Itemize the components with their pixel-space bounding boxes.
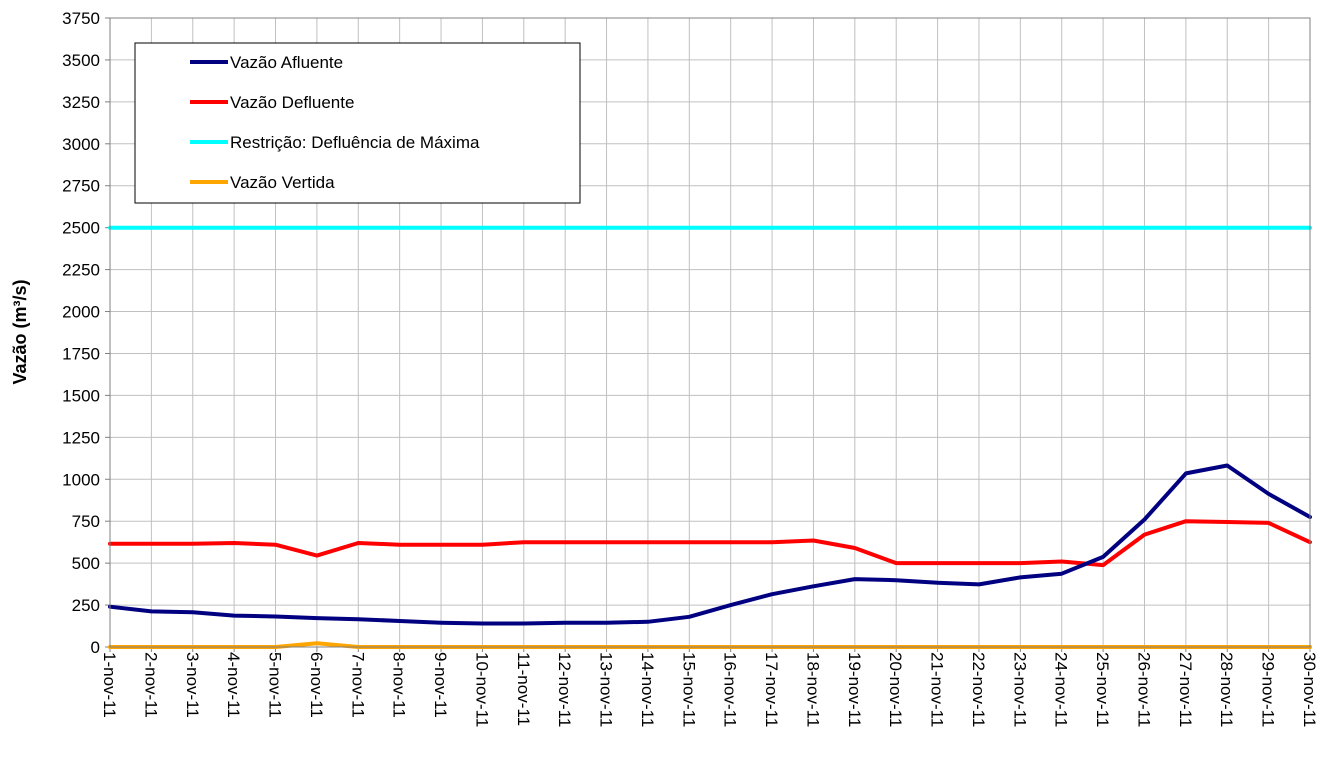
- y-tick-label: 500: [72, 554, 100, 573]
- y-axis-ticks: 0 250 500 750 1000 1250 1500 1750 2000 2250 2500 27…: [62, 9, 110, 657]
- x-tick-label: 14-nov-11: [638, 652, 657, 727]
- y-tick-label: 2250: [62, 261, 100, 280]
- y-tick-label: 3500: [62, 51, 100, 70]
- series-line-vertida: [108, 641, 1312, 649]
- plot-frame: [109, 17, 1311, 648]
- legend-box: [134, 42, 581, 204]
- y-tick-label: 2500: [62, 219, 100, 238]
- y-tick-label: 1250: [62, 428, 100, 447]
- x-tick-label: 7-nov-11: [348, 652, 367, 718]
- y-tick-label: 3250: [62, 93, 100, 112]
- x-tick-label: 4-nov-11: [224, 652, 243, 718]
- x-tick-label: 15-nov-11: [679, 652, 698, 727]
- x-tick-label: 3-nov-11: [183, 652, 202, 718]
- x-tick-label: 19-nov-11: [845, 652, 864, 727]
- x-tick-label: 11-nov-11: [514, 652, 533, 726]
- x-tick-label: 20-nov-11: [886, 652, 905, 727]
- x-tick-label: 30-nov-11: [1300, 652, 1319, 727]
- y-tick-label: 3750: [62, 9, 100, 28]
- x-tick-label: 21-nov-11: [928, 652, 947, 727]
- x-tick-label: 5-nov-11: [266, 652, 285, 718]
- x-tick-label: 18-nov-11: [803, 652, 822, 727]
- x-tick-label: 23-nov-11: [1010, 652, 1029, 727]
- y-tick-label: 1750: [62, 344, 100, 363]
- x-tick-label: 13-nov-11: [597, 652, 616, 727]
- series-line-afluente: [108, 463, 1312, 626]
- y-tick-label: 1500: [62, 386, 100, 405]
- x-tick-label: 10-nov-11: [472, 652, 491, 727]
- x-tick-label: 29-nov-11: [1259, 652, 1278, 727]
- y-tick-label: 3000: [62, 135, 100, 154]
- x-tick-label: 6-nov-11: [307, 652, 326, 718]
- x-tick-label: 17-nov-11: [762, 652, 781, 727]
- x-tick-label: 12-nov-11: [555, 652, 574, 727]
- x-tick-label: 22-nov-11: [969, 652, 988, 727]
- legend-label-vertida: Vazão Vertida: [230, 173, 335, 192]
- x-tick-label: 28-nov-11: [1217, 652, 1236, 727]
- legend-label-afluente: Vazão Afluente: [230, 53, 343, 72]
- y-tick-label: 0: [91, 638, 100, 657]
- x-tick-label: 8-nov-11: [390, 652, 409, 718]
- x-tick-label: 16-nov-11: [721, 652, 740, 727]
- x-tick-label: 1-nov-11: [100, 652, 119, 718]
- y-axis-label: Vazão (m³/s): [10, 279, 30, 384]
- series-line-defluente: [108, 519, 1312, 568]
- legend-label-restricao: Restrição: Defluência de Máxima: [230, 133, 480, 152]
- x-tick-label: 9-nov-11: [431, 652, 450, 718]
- x-tick-label: 27-nov-11: [1176, 652, 1195, 727]
- y-tick-label: 750: [72, 512, 100, 531]
- x-tick-label: 2-nov-11: [141, 652, 160, 718]
- legend: Vazão Afluente Vazão Defluente Restrição…: [134, 42, 581, 204]
- x-axis-ticks: 1-nov-11 2-nov-11 3-nov-11 4-nov-11 5-nov-11…: [100, 647, 1319, 727]
- y-tick-label: 1000: [62, 470, 100, 489]
- x-tick-label: 24-nov-11: [1052, 652, 1071, 727]
- y-tick-label: 250: [72, 596, 100, 615]
- x-tick-label: 25-nov-11: [1093, 652, 1112, 727]
- x-tick-label: 26-nov-11: [1134, 652, 1153, 727]
- y-tick-label: 2750: [62, 177, 100, 196]
- legend-label-defluente: Vazão Defluente: [230, 93, 354, 112]
- y-tick-label: 2000: [62, 303, 100, 322]
